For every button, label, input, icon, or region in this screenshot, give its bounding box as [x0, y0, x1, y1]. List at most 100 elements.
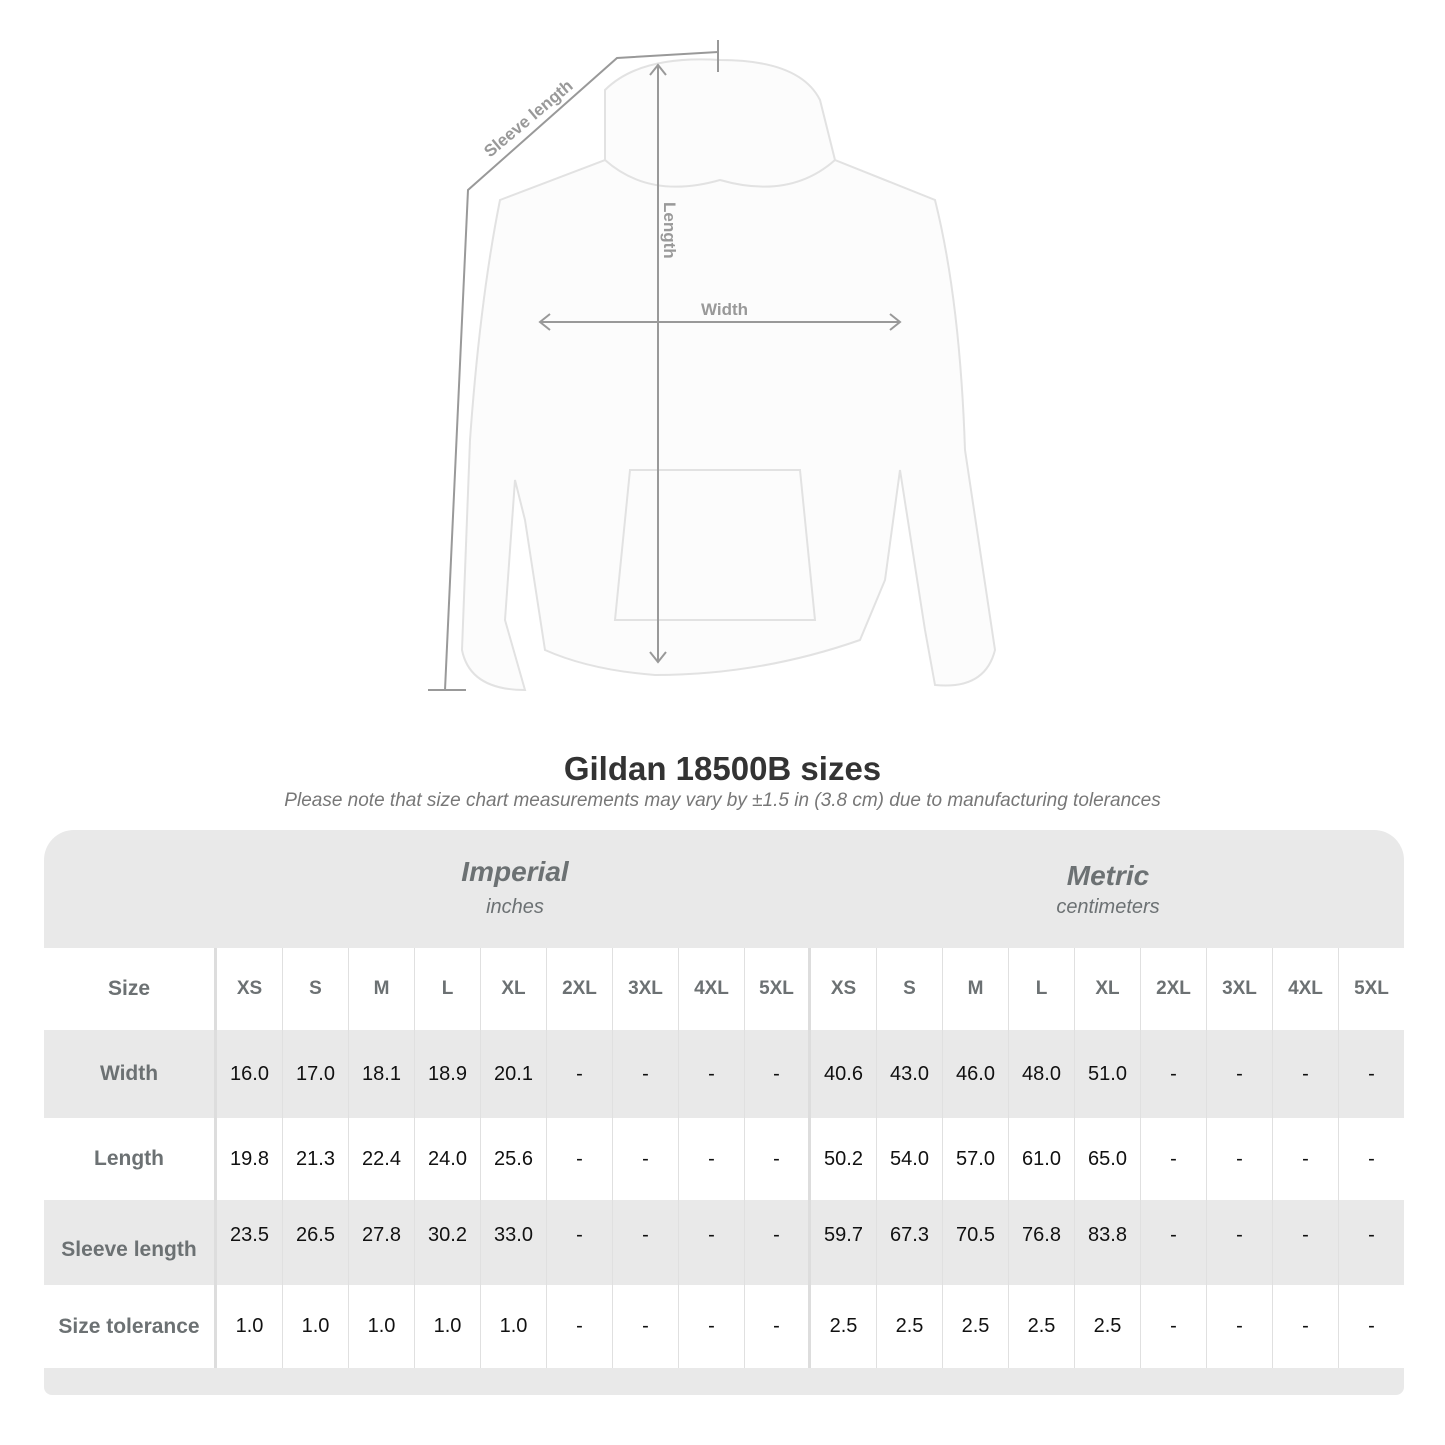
size-header-row: Size XS S M L XL 2XL 3XL 4XL 5XL XS S M L XL 2XL 3XL 4XL 5…: [44, 948, 1404, 1030]
size-header-cell: 4XL: [1273, 948, 1339, 1030]
table-cell: 40.6: [811, 1030, 877, 1118]
row-label: Sleeve length: [44, 1200, 217, 1285]
size-header-cell: 5XL: [1339, 948, 1404, 1030]
table-cell: -: [1339, 1118, 1404, 1200]
table-cell: 2.5: [1009, 1285, 1075, 1368]
size-header-cell: 2XL: [1141, 948, 1207, 1030]
table-cell: -: [1273, 1118, 1339, 1200]
table-cell: -: [547, 1200, 613, 1285]
row-label: Length: [44, 1118, 217, 1200]
table-cell: 2.5: [877, 1285, 943, 1368]
table-row: Length 19.8 21.3 22.4 24.0 25.6- - - -50.2 54.0 57…: [44, 1118, 1404, 1200]
size-header-cell: 3XL: [1207, 948, 1273, 1030]
table-cell: -: [1207, 1285, 1273, 1368]
table-cell: 22.4: [349, 1118, 415, 1200]
size-header-cell: XS: [811, 948, 877, 1030]
metric-unit: centimeters: [1056, 896, 1160, 918]
size-header-cell: 4XL: [679, 948, 745, 1030]
table-cell: 2.5: [1075, 1285, 1141, 1368]
table-cell: -: [1141, 1200, 1207, 1285]
hoodie-illustration: [460, 58, 997, 692]
size-header-cell: 3XL: [613, 948, 679, 1030]
table-cell: 27.8: [349, 1200, 415, 1285]
size-header-cell: XS: [217, 948, 283, 1030]
table-cell: 46.0: [943, 1030, 1009, 1118]
table-row: Width 16.0 17.0 18.1 18.9 20.1- - - -40.6 43.0 46.…: [44, 1030, 1404, 1118]
imperial-header: Imperial inches: [218, 830, 812, 948]
table-cell: 18.1: [349, 1030, 415, 1118]
size-header-cell: 5XL: [745, 948, 811, 1030]
table-cell: 51.0: [1075, 1030, 1141, 1118]
table-cell: 30.2: [415, 1200, 481, 1285]
size-header-cell: S: [877, 948, 943, 1030]
table-cell: -: [1273, 1285, 1339, 1368]
page-title: Gildan 18500B sizes: [563, 750, 882, 787]
table-cell: -: [679, 1200, 745, 1285]
table-cell: -: [613, 1030, 679, 1118]
table-cell: 1.0: [481, 1285, 547, 1368]
table-cell: 1.0: [283, 1285, 349, 1368]
table-cell: 25.6: [481, 1118, 547, 1200]
row-label: Width: [44, 1030, 217, 1118]
imperial-title: Imperial: [461, 856, 569, 887]
size-header-cell: M: [943, 948, 1009, 1030]
table-cell: -: [679, 1285, 745, 1368]
size-header-cell: XL: [481, 948, 547, 1030]
table-cell: -: [1339, 1200, 1404, 1285]
table-cell: 76.8: [1009, 1200, 1075, 1285]
hoodie-diagram: Sleeve length Length Width: [428, 40, 997, 692]
table-cell: 48.0: [1009, 1030, 1075, 1118]
table-cell: -: [745, 1285, 811, 1368]
table-cell: 21.3: [283, 1118, 349, 1200]
tolerance-note: Please note that size chart measurements…: [284, 790, 1161, 811]
table-cell: -: [1207, 1118, 1273, 1200]
table-cell: 50.2: [811, 1118, 877, 1200]
imperial-unit: inches: [486, 896, 544, 918]
table-cell: -: [1273, 1030, 1339, 1118]
table-cell: 20.1: [481, 1030, 547, 1118]
table-cell: 67.3: [877, 1200, 943, 1285]
table-cell: 59.7: [811, 1200, 877, 1285]
size-header-cell: 2XL: [547, 948, 613, 1030]
table-cell: 16.0: [217, 1030, 283, 1118]
table-cell: 1.0: [349, 1285, 415, 1368]
table-cell: -: [1339, 1285, 1404, 1368]
size-header-cell: S: [283, 948, 349, 1030]
table-cell: 2.5: [943, 1285, 1009, 1368]
measurement-lines: [428, 40, 902, 691]
width-label: Width: [701, 300, 748, 319]
table-cell: -: [547, 1118, 613, 1200]
table-cell: -: [547, 1030, 613, 1118]
table-cell: -: [745, 1030, 811, 1118]
size-header-cell: M: [349, 948, 415, 1030]
table-cell: -: [1339, 1030, 1404, 1118]
table-cell: -: [1141, 1118, 1207, 1200]
table-row: Sleeve length 23.5 26.5 27.8 30.2 33.0- - - -59.…: [44, 1200, 1404, 1285]
size-table: Imperial inches Metric centimeters Size X…: [44, 830, 1404, 1395]
table-cell: -: [745, 1118, 811, 1200]
table-cell: 23.5: [217, 1200, 283, 1285]
table-cell: -: [613, 1285, 679, 1368]
table-cell: -: [613, 1118, 679, 1200]
length-label: Length: [660, 202, 679, 259]
table-cell: 17.0: [283, 1030, 349, 1118]
table-row: Size tolerance 1.0 1.0 1.0 1.0 1.0- - - -2.5 2.5 2…: [44, 1285, 1404, 1368]
table-cell: 2.5: [811, 1285, 877, 1368]
table-cell: -: [1141, 1030, 1207, 1118]
table-cell: 57.0: [943, 1118, 1009, 1200]
metric-title: Metric: [1066, 860, 1150, 891]
metric-header: Metric centimeters: [811, 830, 1404, 948]
size-header-cell: L: [415, 948, 481, 1030]
table-cell: -: [1141, 1285, 1207, 1368]
table-cell: 54.0: [877, 1118, 943, 1200]
table-cell: 19.8: [217, 1118, 283, 1200]
table-cell: 1.0: [217, 1285, 283, 1368]
table-cell: 70.5: [943, 1200, 1009, 1285]
size-header-cell: L: [1009, 948, 1075, 1030]
table-cell: 83.8: [1075, 1200, 1141, 1285]
row-label: Size: [44, 948, 217, 1030]
table-cell: -: [679, 1118, 745, 1200]
table-cell: 65.0: [1075, 1118, 1141, 1200]
table-cell: 24.0: [415, 1118, 481, 1200]
table-cell: 61.0: [1009, 1118, 1075, 1200]
